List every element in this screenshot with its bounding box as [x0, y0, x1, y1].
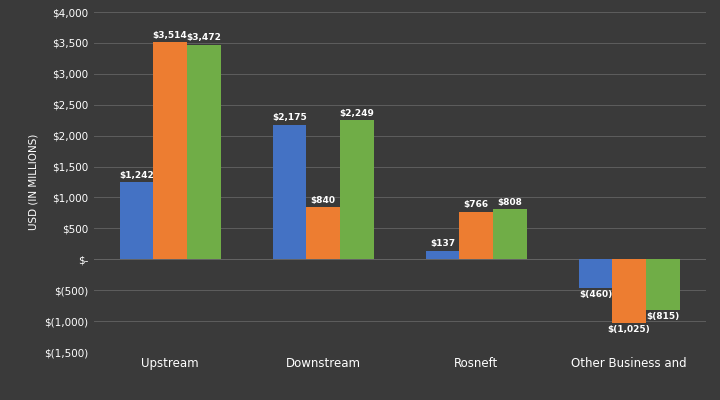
Y-axis label: USD (IN MILLIONS): USD (IN MILLIONS)	[29, 134, 39, 230]
Text: $2,175: $2,175	[272, 113, 307, 122]
Bar	[493, 209, 526, 259]
Text: $(815): $(815)	[646, 312, 680, 321]
Bar	[273, 125, 306, 259]
Text: $1,242: $1,242	[119, 171, 154, 180]
Text: $2,249: $2,249	[339, 109, 374, 118]
Bar	[340, 120, 374, 259]
Text: $808: $808	[498, 198, 522, 207]
Bar	[426, 251, 459, 259]
Bar	[120, 182, 153, 259]
Text: $3,514: $3,514	[153, 30, 187, 40]
Bar	[306, 207, 340, 259]
Bar	[153, 42, 187, 259]
Bar	[579, 259, 612, 288]
Text: $3,472: $3,472	[186, 33, 221, 42]
Text: $(460): $(460)	[579, 290, 612, 299]
Text: $137: $137	[430, 239, 455, 248]
Bar	[187, 45, 220, 259]
Text: $766: $766	[464, 200, 489, 210]
Text: $840: $840	[310, 196, 336, 205]
Bar	[459, 212, 493, 259]
Bar	[646, 259, 680, 310]
Text: $(1,025): $(1,025)	[608, 325, 650, 334]
Bar	[612, 259, 646, 323]
